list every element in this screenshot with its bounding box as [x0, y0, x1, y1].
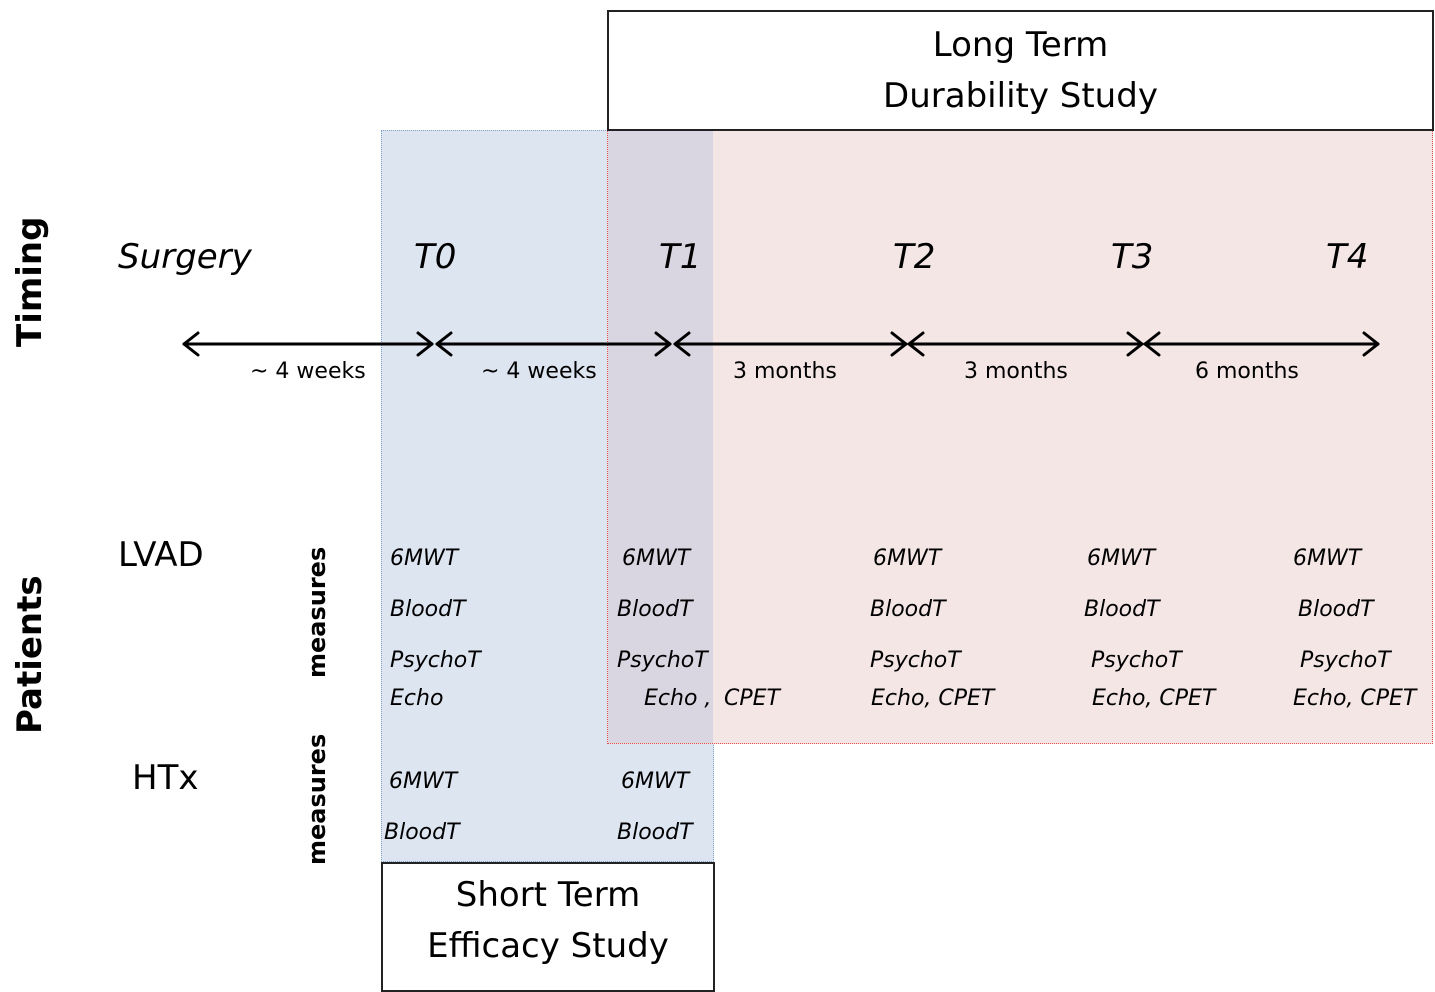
- lvad-t4-echo-cpet: Echo, CPET: [1293, 686, 1417, 711]
- timepoint-surgery: Surgery: [118, 237, 252, 277]
- overlap-region: [608, 131, 713, 743]
- lvad-t2-6mwt: 6MWT: [873, 546, 942, 571]
- lvad-t0-bloodt: BloodT: [390, 597, 466, 622]
- long-term-line-2: Durability Study: [883, 75, 1158, 116]
- timepoint-t3: T3: [1111, 237, 1154, 277]
- htx-t0-6mwt: 6MWT: [389, 769, 458, 794]
- group-htx: HTx: [132, 758, 199, 798]
- long-term-region: [607, 130, 1433, 744]
- htx-t0-bloodt: BloodT: [384, 820, 460, 845]
- timepoint-t0: T0: [414, 237, 457, 277]
- short-term-study-box: Short Term Efficacy Study: [381, 862, 715, 992]
- lvad-t4-bloodt: BloodT: [1298, 597, 1374, 622]
- lvad-t3-bloodt: BloodT: [1084, 597, 1160, 622]
- short-term-line-2: Efficacy Study: [427, 926, 669, 966]
- lvad-t1-psychot: PsychoT: [617, 648, 708, 673]
- lvad-t0-psychot: PsychoT: [390, 648, 481, 673]
- timepoint-t1: T1: [659, 237, 702, 277]
- interval-label-3: 3 months: [733, 359, 837, 384]
- htx-t1-6mwt: 6MWT: [621, 769, 690, 794]
- lvad-t4-6mwt: 6MWT: [1293, 546, 1362, 571]
- interval-label-5: 6 months: [1195, 359, 1299, 384]
- timepoint-t4: T4: [1326, 237, 1369, 277]
- timepoint-t2: T2: [893, 237, 936, 277]
- lvad-t1-echo: Echo ,: [644, 686, 712, 711]
- group-lvad: LVAD: [118, 535, 204, 575]
- lvad-t3-echo-cpet: Echo, CPET: [1092, 686, 1216, 711]
- lvad-t2-psychot: PsychoT: [870, 648, 961, 673]
- lvad-t1-cpet: CPET: [724, 686, 780, 711]
- short-term-line-1: Short Term: [455, 875, 641, 915]
- long-term-line-1: Long Term: [932, 24, 1109, 65]
- interval-label-4: 3 months: [964, 359, 1068, 384]
- lvad-t1-bloodt: BloodT: [617, 597, 693, 622]
- interval-label-2: ~ 4 weeks: [481, 359, 597, 384]
- interval-label-1: ~ 4 weeks: [250, 359, 366, 384]
- htx-t1-bloodt: BloodT: [617, 820, 693, 845]
- lvad-t2-bloodt: BloodT: [870, 597, 946, 622]
- lvad-t0-6mwt: 6MWT: [390, 546, 459, 571]
- lvad-t2-echo-cpet: Echo, CPET: [871, 686, 995, 711]
- lvad-t0-echo: Echo: [390, 686, 444, 711]
- lvad-t1-6mwt: 6MWT: [622, 546, 691, 571]
- lvad-t4-psychot: PsychoT: [1300, 648, 1391, 673]
- lvad-t3-psychot: PsychoT: [1091, 648, 1182, 673]
- lvad-t3-6mwt: 6MWT: [1087, 546, 1156, 571]
- long-term-study-box: Long Term Durability Study: [607, 10, 1434, 131]
